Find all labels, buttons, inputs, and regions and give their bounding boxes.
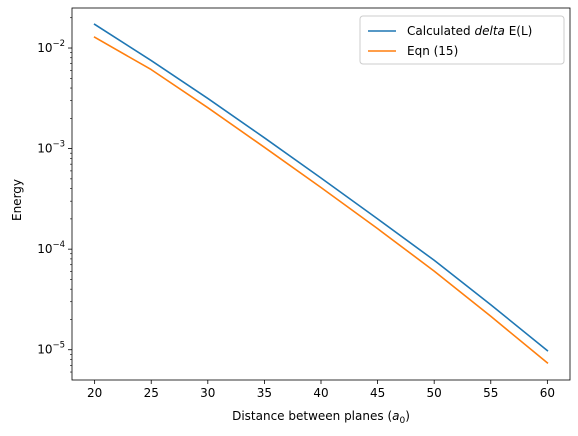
x-tick-label: 45 <box>370 386 385 400</box>
legend-frame <box>359 15 565 65</box>
y-tick-label: 10−3 <box>37 140 65 156</box>
legend-label-eqn-15: Eqn (15) <box>407 44 458 58</box>
series-line-eqn-15 <box>93 36 549 365</box>
axes: 20 25 30 35 40 45 50 55 60 10−5 10−4 10−3 10−2 <box>37 7 571 400</box>
x-tick-label: 25 <box>144 386 159 400</box>
y-tick-label: 10−4 <box>37 240 65 256</box>
y-axis-label: Energy <box>10 179 24 221</box>
series-line-calculated <box>93 23 549 352</box>
x-tick-label: 60 <box>540 386 555 400</box>
x-tick-label: 40 <box>313 386 328 400</box>
legend-label-calculated: Calculated delta E(L) <box>407 24 532 38</box>
x-axis-label: Distance between planes (a0) <box>232 409 410 426</box>
legend: Calculated delta E(L) Eqn (15) <box>359 15 565 65</box>
x-tick-label: 35 <box>257 386 272 400</box>
x-tick-label: 55 <box>483 386 498 400</box>
y-tick-label: 10−5 <box>37 341 65 357</box>
plot-area <box>93 23 549 365</box>
x-tick-label: 30 <box>200 386 215 400</box>
x-tick-label: 20 <box>87 386 102 400</box>
y-tick-label: 10−2 <box>37 39 65 55</box>
x-tick-label: 50 <box>427 386 442 400</box>
